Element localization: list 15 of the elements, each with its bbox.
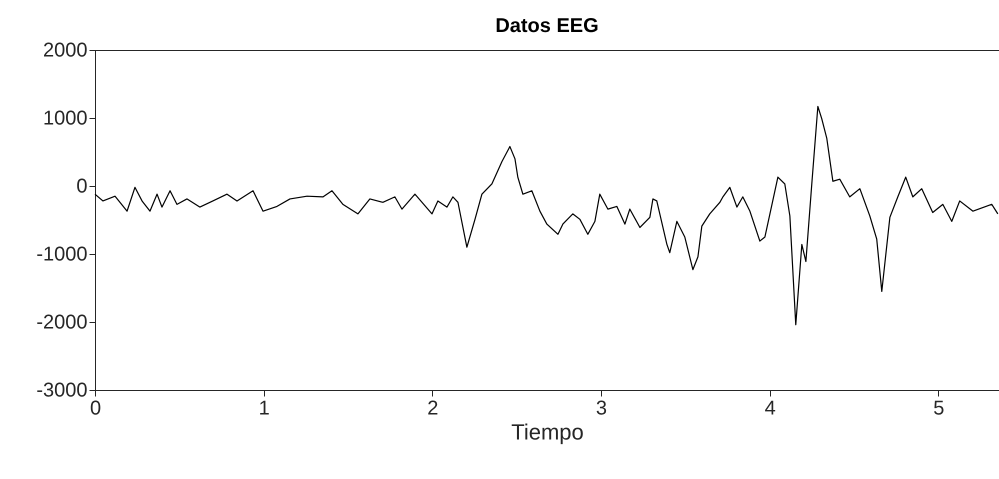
y-tick-label: 1000 [43,108,88,130]
x-tick-label: 4 [764,398,776,420]
x-tick-label: 0 [90,398,102,420]
x-tick-label: 5 [933,398,944,420]
x-axis-title: Tiempo [511,420,584,444]
y-tick-label: -3000 [36,380,88,402]
x-tick-label: 1 [258,398,270,420]
line-series [94,106,998,326]
y-tick-label: 0 [76,176,88,198]
y-tick-label: 2000 [43,40,88,62]
y-tick-label: -2000 [36,312,88,334]
chart-title: Datos EEG [495,15,599,37]
x-tick-label: 2 [427,398,438,420]
y-tick-label: -1000 [36,244,88,266]
x-tick-label: 3 [596,398,608,420]
